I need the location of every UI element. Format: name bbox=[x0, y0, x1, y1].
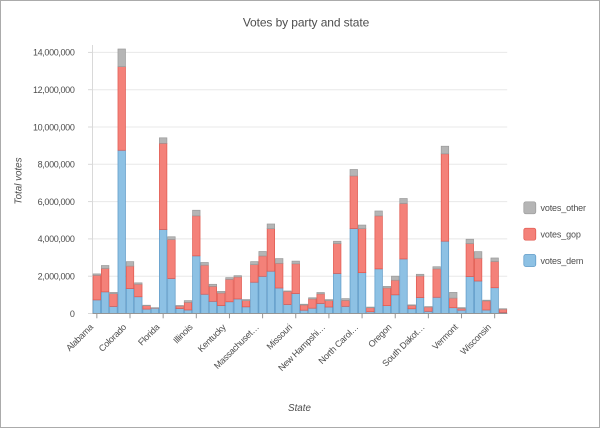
svg-text:Votes by party and state: Votes by party and state bbox=[243, 16, 370, 30]
svg-text:12,000,000: 12,000,000 bbox=[33, 85, 75, 95]
svg-text:2,000,000: 2,000,000 bbox=[38, 272, 75, 282]
svg-text:14,000,000: 14,000,000 bbox=[33, 48, 75, 58]
svg-text:State: State bbox=[288, 403, 311, 414]
svg-text:votes_other: votes_other bbox=[541, 203, 587, 213]
svg-text:Total votes: Total votes bbox=[14, 157, 25, 204]
svg-text:10,000,000: 10,000,000 bbox=[33, 122, 75, 132]
svg-text:4,000,000: 4,000,000 bbox=[38, 234, 75, 244]
svg-text:0: 0 bbox=[70, 309, 75, 319]
svg-text:8,000,000: 8,000,000 bbox=[38, 160, 75, 170]
svg-text:6,000,000: 6,000,000 bbox=[38, 197, 75, 207]
svg-text:votes_gop: votes_gop bbox=[541, 230, 581, 240]
svg-text:votes_dem: votes_dem bbox=[541, 256, 584, 266]
